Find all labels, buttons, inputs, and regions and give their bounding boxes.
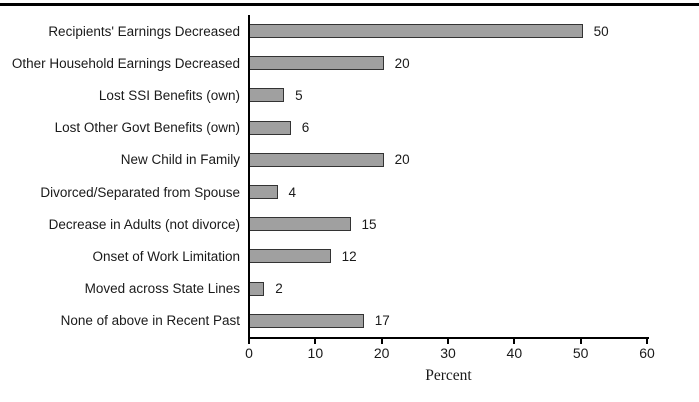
- x-tick-label: 10: [307, 345, 324, 361]
- category-label: Lost SSI Benefits (own): [98, 87, 240, 103]
- x-tick-mark: [447, 339, 449, 344]
- bar-row: Onset of Work Limitation 12: [0, 240, 699, 272]
- bar-zone: 17: [249, 313, 390, 328]
- bar-zone: 6: [249, 120, 309, 135]
- value-label: 12: [341, 248, 357, 264]
- x-axis-title: Percent: [425, 367, 472, 384]
- bar-row: Other Household Earnings Decreased 20: [0, 47, 699, 79]
- bar: [249, 56, 384, 71]
- x-tick-mark: [248, 339, 250, 344]
- value-label: 20: [394, 55, 410, 71]
- category-label: Divorced/Separated from Spouse: [40, 184, 240, 200]
- bar: [249, 88, 285, 103]
- value-label: 15: [361, 216, 377, 232]
- bar-row: Divorced/Separated from Spouse 4: [0, 176, 699, 208]
- value-label: 50: [593, 23, 609, 39]
- category-label: Decrease in Adults (not divorce): [48, 216, 240, 232]
- category-label: New Child in Family: [120, 152, 240, 168]
- x-tick-label: 50: [572, 345, 589, 361]
- category-label: Lost Other Govt Benefits (own): [54, 120, 240, 136]
- value-label: 5: [295, 87, 303, 103]
- bar-zone: 4: [249, 185, 296, 200]
- value-label: 17: [374, 313, 390, 329]
- bar-zone: 20: [249, 152, 410, 167]
- category-label: None of above in Recent Past: [60, 313, 240, 329]
- bar-row: Moved across State Lines 2: [0, 273, 699, 305]
- bar-rows-container: Recipients' Earnings Decreased 50 Other Ho…: [0, 15, 699, 337]
- bar-row: None of above in Recent Past 17: [0, 305, 699, 337]
- x-axis-line: [248, 337, 649, 339]
- category-label: Onset of Work Limitation: [92, 248, 240, 264]
- bar-row: New Child in Family 20: [0, 144, 699, 176]
- category-label: Recipients' Earnings Decreased: [48, 23, 240, 39]
- value-label: 20: [394, 152, 410, 168]
- value-label: 4: [288, 184, 297, 200]
- x-tick-mark: [579, 339, 582, 344]
- top-rule-divider: [0, 3, 699, 6]
- bar: [249, 120, 291, 135]
- x-tick-label: 30: [440, 345, 456, 361]
- value-label: 2: [275, 281, 283, 297]
- bar: [249, 24, 583, 39]
- bar-zone: 15: [249, 217, 377, 232]
- bar-row: Lost SSI Benefits (own) 5: [0, 79, 699, 111]
- x-tick-label: 20: [373, 345, 390, 361]
- bar-zone: 20: [249, 56, 410, 71]
- bar-zone: 5: [249, 88, 303, 103]
- bar: [249, 281, 265, 296]
- bar: [249, 152, 384, 167]
- value-label: 6: [301, 120, 310, 136]
- bar-zone: 50: [249, 24, 609, 39]
- bar-zone: 2: [249, 281, 283, 296]
- y-axis-line: [248, 15, 250, 339]
- category-label: Other Household Earnings Decreased: [11, 55, 240, 71]
- x-tick-label: 40: [506, 345, 523, 361]
- x-tick-label: 0: [245, 345, 253, 361]
- bar: [249, 249, 331, 264]
- bar-row: Recipients' Earnings Decreased 50: [0, 15, 699, 47]
- bar: [249, 185, 278, 200]
- bar-row: Lost Other Govt Benefits (own) 6: [0, 112, 699, 144]
- bar-row: Decrease in Adults (not divorce) 15: [0, 208, 699, 240]
- bar: [249, 217, 351, 232]
- category-label: Moved across State Lines: [84, 281, 240, 297]
- x-tick-mark: [646, 339, 648, 344]
- x-tick-mark: [380, 339, 383, 344]
- x-tick-mark: [513, 339, 516, 344]
- bar: [249, 313, 364, 328]
- bar-zone: 12: [249, 249, 357, 264]
- x-tick-label: 60: [639, 345, 655, 361]
- x-tick-mark: [314, 339, 317, 344]
